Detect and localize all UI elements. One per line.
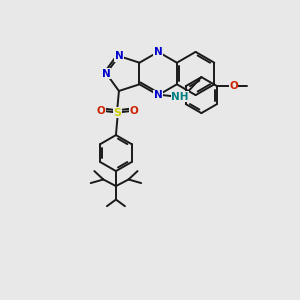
Text: S: S xyxy=(113,108,122,118)
Text: N: N xyxy=(154,90,163,100)
Text: N: N xyxy=(154,47,163,57)
Text: O: O xyxy=(97,106,105,116)
Text: N: N xyxy=(102,68,111,79)
Text: O: O xyxy=(229,81,238,91)
Text: O: O xyxy=(130,106,138,116)
Text: NH: NH xyxy=(171,92,188,102)
Text: N: N xyxy=(115,51,123,61)
